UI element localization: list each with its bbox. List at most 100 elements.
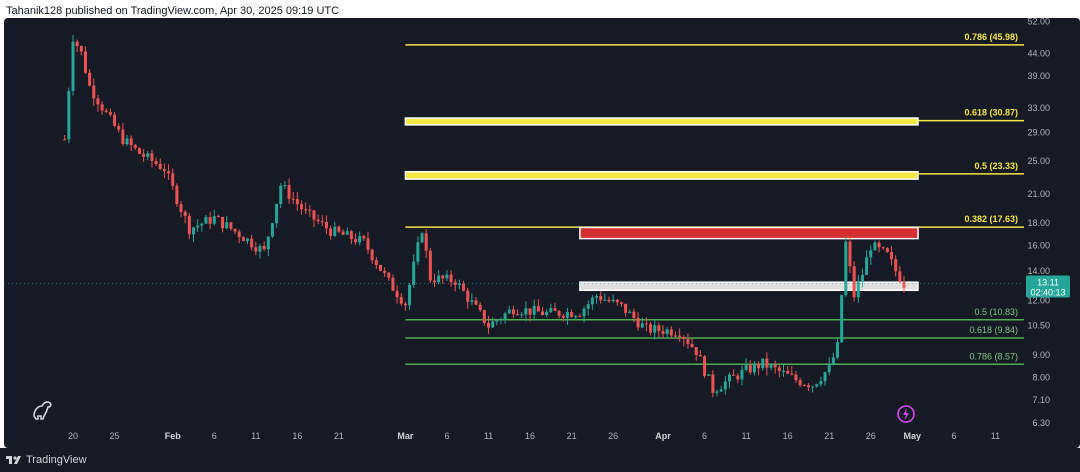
candle-body xyxy=(790,373,794,375)
x-tick-label: Feb xyxy=(165,431,182,441)
candle-body xyxy=(304,209,308,211)
candle-body xyxy=(565,311,569,318)
candle-body xyxy=(79,46,83,52)
candle-body xyxy=(312,210,316,220)
candle-body xyxy=(345,231,349,235)
candle-body xyxy=(362,236,366,239)
footer-brand: TradingView xyxy=(26,454,87,466)
candle-body xyxy=(262,246,266,250)
candle-body xyxy=(603,299,607,301)
candle-body xyxy=(437,275,441,283)
candle-body xyxy=(474,300,478,305)
candle-body xyxy=(316,219,320,222)
candle-body xyxy=(125,138,129,145)
candle-body xyxy=(894,259,898,272)
candle-body xyxy=(449,274,453,283)
fib-level-label: 0.5 (23.33) xyxy=(974,161,1018,171)
x-tick-label: 26 xyxy=(608,431,618,441)
y-tick-label: 7.10 xyxy=(1032,395,1050,405)
price-chart[interactable]: 52.00 44.00 39.00 33.00 29.00 25.00 21.00 18.00… xyxy=(0,0,1080,448)
candle-body xyxy=(553,308,557,311)
candle-body xyxy=(819,381,823,385)
candle-body xyxy=(117,125,121,130)
candle-body xyxy=(158,164,162,170)
candle-body xyxy=(877,242,881,248)
fib-zone-box[interactable] xyxy=(404,117,919,126)
candle-body xyxy=(570,311,574,317)
candle-body xyxy=(723,381,727,390)
candle-body xyxy=(545,311,549,315)
candle-body xyxy=(694,347,698,356)
x-tick-label: 16 xyxy=(525,431,535,441)
x-tick-label: May xyxy=(904,431,922,441)
candle-body xyxy=(673,335,677,337)
candle-body xyxy=(453,282,457,286)
candle-body xyxy=(707,374,711,376)
candle-body xyxy=(782,370,786,372)
candle-body xyxy=(92,85,96,99)
candle-body xyxy=(487,323,490,328)
candle-body xyxy=(424,233,428,251)
candle-body xyxy=(428,250,432,281)
candle-body xyxy=(462,283,466,291)
candle-body xyxy=(142,153,146,157)
candle-body xyxy=(869,250,873,258)
candle-body xyxy=(275,203,279,224)
candle-body xyxy=(420,233,424,243)
candle-body xyxy=(378,265,382,271)
candle-body xyxy=(329,228,333,236)
candle-body xyxy=(740,369,744,380)
x-tick-label: 11 xyxy=(484,431,493,441)
candle-body xyxy=(466,290,470,302)
candle-body xyxy=(283,185,287,187)
x-tick-label: 21 xyxy=(824,431,834,441)
candle-body xyxy=(395,290,399,298)
x-tick-label: 20 xyxy=(68,431,78,441)
candle-body xyxy=(320,221,324,223)
x-tick-label: 6 xyxy=(212,431,217,441)
candle-body xyxy=(607,299,611,302)
x-tick-label: 11 xyxy=(741,431,750,441)
candle-body xyxy=(503,313,507,320)
candle-body xyxy=(171,173,175,186)
candle-body xyxy=(686,339,690,345)
candle-body xyxy=(200,223,204,226)
candle-body xyxy=(387,272,391,278)
x-tick-label: 16 xyxy=(783,431,793,441)
x-tick-label: 25 xyxy=(110,431,120,441)
support-zone-box[interactable] xyxy=(579,281,919,292)
resistance-zone-box[interactable] xyxy=(579,226,919,240)
candle-body xyxy=(653,325,657,333)
candle-body xyxy=(287,185,291,199)
candle-body xyxy=(902,281,906,288)
candle-body xyxy=(63,139,67,141)
x-tick-label: 6 xyxy=(444,431,449,441)
candle-body xyxy=(150,153,154,161)
fib-zone-box[interactable] xyxy=(404,170,919,180)
last-price-badge[interactable] xyxy=(1026,275,1070,298)
x-tick-label: Apr xyxy=(655,431,671,441)
x-tick-label: 16 xyxy=(292,431,302,441)
publish-info: Tahanik128 published on TradingView.com,… xyxy=(6,5,340,17)
candle-body xyxy=(354,239,358,243)
fib-level-label: 0.786 (45.98) xyxy=(964,32,1018,42)
candle-body xyxy=(495,320,499,322)
candle-body xyxy=(341,231,345,235)
candle-body xyxy=(258,246,262,252)
y-tick-label: 44.00 xyxy=(1027,48,1050,58)
candle-body xyxy=(137,148,141,154)
lightning-icon[interactable] xyxy=(896,404,916,424)
candle-body xyxy=(300,204,304,210)
candle-body xyxy=(445,274,449,279)
candle-body xyxy=(848,241,852,267)
candle-body xyxy=(885,248,889,252)
candle-body xyxy=(241,237,245,242)
publish-header: Tahanik128 published on TradingView.com,… xyxy=(0,0,1080,22)
candle-body xyxy=(254,247,258,252)
candle-body xyxy=(237,231,241,238)
candle-body xyxy=(511,309,515,315)
candle-body xyxy=(736,375,740,380)
candle-body xyxy=(104,110,108,112)
candle-body xyxy=(611,299,615,302)
candle-body xyxy=(187,215,191,235)
